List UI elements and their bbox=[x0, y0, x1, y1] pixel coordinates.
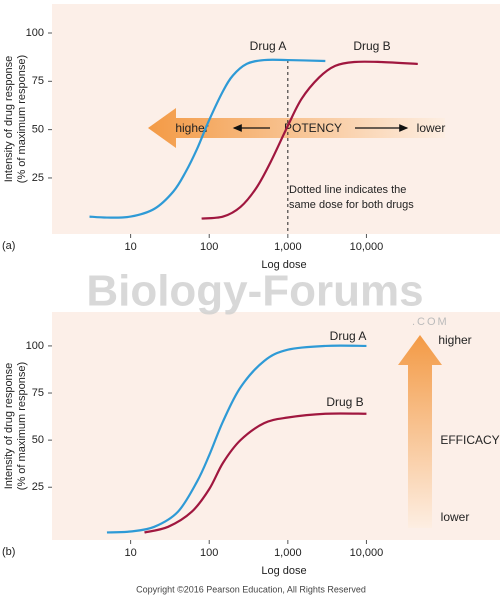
y-tick-label: 100 bbox=[26, 27, 44, 39]
arrow-high: higher bbox=[175, 121, 208, 135]
curve bbox=[201, 60, 418, 220]
arrow-high: higher bbox=[438, 333, 471, 347]
y-axis-label: Intensity of drug response bbox=[3, 56, 15, 183]
y-tick-label: 75 bbox=[32, 75, 44, 87]
watermark: Biology-Forums bbox=[86, 267, 423, 316]
x-tick-label: 100 bbox=[200, 241, 218, 253]
y-axis-label: Intensity of drug response bbox=[3, 363, 15, 490]
x-tick-label: 1,000 bbox=[274, 241, 302, 253]
x-tick-label: 10 bbox=[124, 547, 136, 559]
y-tick-label: 25 bbox=[32, 172, 44, 184]
series-label: Drug B bbox=[353, 39, 390, 53]
watermark-sub: .COM bbox=[412, 316, 449, 328]
arrow-low: lower bbox=[417, 121, 446, 135]
series-label: Drug A bbox=[250, 39, 287, 53]
efficacy-arrow bbox=[398, 335, 442, 528]
potency-arrow bbox=[148, 108, 445, 148]
panel-label: (a) bbox=[2, 240, 15, 252]
y-tick-label: 25 bbox=[32, 481, 44, 493]
x-tick-label: 100 bbox=[200, 547, 218, 559]
x-tick-label: 10 bbox=[124, 241, 136, 253]
series-label: Drug A bbox=[330, 329, 367, 343]
x-axis-label: Log dose bbox=[261, 565, 306, 577]
arrow-title: EFFICACY bbox=[440, 433, 499, 447]
y-tick-label: 75 bbox=[32, 387, 44, 399]
curve bbox=[144, 412, 367, 534]
panel-label: (b) bbox=[2, 546, 15, 558]
copyright: Copyright ©2016 Pearson Education, All R… bbox=[136, 584, 366, 594]
y-tick-label: 100 bbox=[26, 340, 44, 352]
y-tick-label: 50 bbox=[32, 124, 44, 136]
arrow-low: lower bbox=[441, 510, 470, 524]
y-tick-label: 50 bbox=[32, 434, 44, 446]
ref-note: Dotted line indicates the bbox=[289, 184, 406, 196]
x-tick-label: 10,000 bbox=[350, 241, 384, 253]
curve bbox=[106, 344, 367, 534]
curve bbox=[89, 58, 326, 219]
ref-note: same dose for both drugs bbox=[289, 199, 414, 211]
y-axis-label: (% of maximum response) bbox=[16, 362, 28, 490]
y-axis-label: (% of maximum response) bbox=[16, 55, 28, 183]
arrow-title: POTENCY bbox=[284, 121, 342, 135]
x-tick-label: 10,000 bbox=[350, 547, 384, 559]
x-axis-label: Log dose bbox=[261, 259, 306, 271]
series-label: Drug B bbox=[326, 395, 363, 409]
plot-bg bbox=[52, 312, 500, 540]
x-tick-label: 1,000 bbox=[274, 547, 302, 559]
